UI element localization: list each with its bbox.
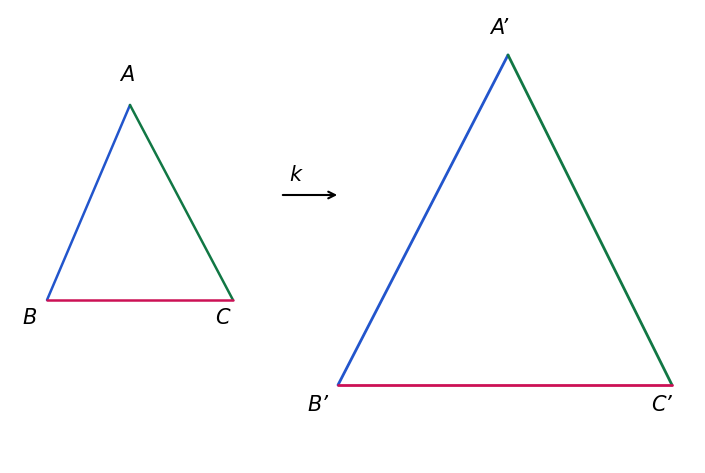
Text: A: A (120, 65, 134, 85)
Text: k: k (289, 165, 301, 185)
Text: C: C (215, 308, 229, 328)
Text: B: B (23, 308, 37, 328)
Text: C’: C’ (651, 395, 673, 415)
Text: A’: A’ (490, 18, 508, 38)
Text: B’: B’ (307, 395, 329, 415)
